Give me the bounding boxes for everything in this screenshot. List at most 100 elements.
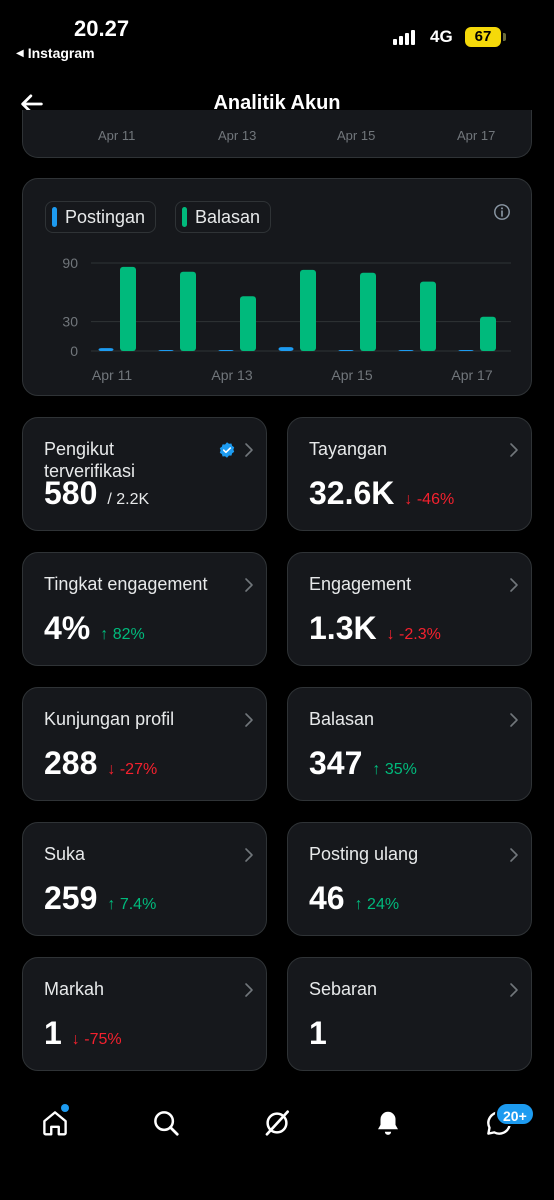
stat-value: 1	[44, 1015, 62, 1051]
chevron-right-icon	[510, 443, 518, 457]
bar-balasan[interactable]	[360, 272, 376, 351]
back-to-app-link[interactable]: ◀ Instagram	[16, 45, 95, 61]
stat-card[interactable]: Tingkat engagement 4% ↑ 82%	[22, 552, 267, 666]
bar-postingan[interactable]	[218, 350, 234, 351]
chevron-right-icon	[245, 443, 253, 457]
chevron-right-icon	[245, 983, 253, 997]
bar-balasan[interactable]	[420, 281, 436, 351]
stat-card[interactable]: Engagement 1.3K ↓ -2.3%	[287, 552, 532, 666]
stat-value-row: 1.3K ↓ -2.3%	[309, 610, 441, 647]
home-unread-dot	[61, 1104, 69, 1112]
messages-badge: 20+	[495, 1102, 535, 1126]
stat-value-row: 1 ↓ -75%	[44, 1015, 122, 1052]
stat-total: / 2.2K	[107, 491, 150, 508]
x-tick-label: Apr 13	[211, 367, 252, 383]
stat-card[interactable]: Markah 1 ↓ -75%	[22, 957, 267, 1071]
bar-postingan[interactable]	[398, 350, 414, 351]
back-app-label: Instagram	[27, 45, 95, 61]
activity-chart-card: 0 30 90 Apr 11 Apr 13 Apr 15 Apr 17 Postingan …	[22, 178, 532, 396]
stat-value: 32.6K	[309, 475, 395, 511]
y-tick-label: 0	[70, 343, 78, 359]
stat-card[interactable]: Balasan 347 ↑ 35%	[287, 687, 532, 801]
stat-value-row: 288 ↓ -27%	[44, 745, 157, 782]
network-type: 4G	[430, 27, 453, 46]
stat-change: ↑ 7.4%	[107, 896, 157, 913]
stat-value-row: 32.6K ↓ -46%	[309, 475, 454, 512]
stat-value-row: 46 ↑ 24%	[309, 880, 399, 917]
stat-change: ↓ -75%	[71, 1031, 122, 1048]
stat-change: ↑ 82%	[100, 626, 145, 643]
back-arrow-icon[interactable]	[18, 90, 46, 118]
stat-value: 288	[44, 745, 98, 781]
app-header: Analitik Akun	[0, 80, 554, 130]
stat-value-row: 259 ↑ 7.4%	[44, 880, 156, 917]
stat-card[interactable]: Tayangan 32.6K ↓ -46%	[287, 417, 532, 531]
y-tick-label: 90	[62, 255, 78, 271]
stat-card[interactable]: Pengikut terverifikasi 580 / 2.2K	[22, 417, 267, 531]
previous-chart-card: Apr 11 Apr 13 Apr 15 Apr 17	[22, 110, 532, 158]
stat-label: Kunjungan profil	[44, 709, 175, 729]
bar-balasan[interactable]	[180, 271, 196, 351]
battery-icon: 67	[465, 27, 501, 47]
bar-postingan[interactable]	[158, 350, 174, 351]
bar-balasan[interactable]	[480, 316, 496, 351]
signal-icon	[393, 29, 415, 45]
stat-value-row: 4% ↑ 82%	[44, 610, 145, 647]
legend-swatch-postingan	[52, 207, 57, 227]
stat-card[interactable]: Posting ulang 46 ↑ 24%	[287, 822, 532, 936]
bar-balasan[interactable]	[240, 296, 256, 351]
stat-value: 1	[309, 1015, 327, 1051]
y-tick-label: 30	[62, 314, 78, 330]
back-triangle-icon: ◀	[16, 47, 24, 59]
stat-value-row: 1	[309, 1015, 327, 1052]
stat-value: 580	[44, 475, 98, 511]
stat-label: Pengikut terverifikasi	[44, 439, 136, 481]
search-icon[interactable]	[151, 1108, 181, 1138]
notifications-icon[interactable]	[373, 1108, 403, 1138]
stat-label: Posting ulang	[309, 844, 419, 864]
status-bar: 20.27 ◀ Instagram 4G 67	[0, 0, 554, 70]
stat-label: Tingkat engagement	[44, 574, 208, 594]
verified-badge-icon	[219, 442, 235, 458]
stat-value: 259	[44, 880, 98, 916]
stat-value-row: 347 ↑ 35%	[309, 745, 417, 782]
x-tick-label: Apr 11	[92, 367, 132, 383]
stat-change: ↓ -46%	[404, 491, 455, 508]
chevron-right-icon	[510, 983, 518, 997]
legend-balasan[interactable]: Balasan	[175, 201, 272, 233]
x-tick-label: Apr 15	[331, 367, 372, 383]
stat-label: Engagement	[309, 574, 412, 594]
legend-postingan[interactable]: Postingan	[45, 201, 157, 233]
stat-label: Tayangan	[309, 439, 388, 459]
stat-card[interactable]: Kunjungan profil 288 ↓ -27%	[22, 687, 267, 801]
x-tick-label: Apr 11	[98, 128, 136, 143]
stat-card[interactable]: Sebaran 1	[287, 957, 532, 1071]
stat-label: Balasan	[309, 709, 375, 729]
stat-card[interactable]: Suka 259 ↑ 7.4%	[22, 822, 267, 936]
chevron-right-icon	[245, 848, 253, 862]
bar-postingan[interactable]	[338, 350, 354, 351]
home-icon[interactable]	[40, 1108, 70, 1138]
bar-postingan[interactable]	[458, 350, 474, 351]
bar-balasan[interactable]	[300, 269, 316, 351]
stat-label: Suka	[44, 844, 86, 864]
legend-swatch-balasan	[182, 207, 187, 227]
legend-label: Postingan	[65, 206, 146, 227]
grok-icon[interactable]	[262, 1108, 292, 1138]
chevron-right-icon	[510, 713, 518, 727]
info-icon[interactable]	[493, 203, 511, 221]
stat-label: Sebaran	[309, 979, 378, 999]
stat-label: Markah	[44, 979, 105, 999]
chevron-right-icon	[510, 578, 518, 592]
stat-change: ↓ -2.3%	[386, 626, 441, 643]
stat-change: ↑ 24%	[354, 896, 400, 913]
bar-balasan[interactable]	[120, 266, 136, 351]
x-tick-label: Apr 17	[457, 128, 496, 143]
chevron-right-icon	[245, 578, 253, 592]
bar-postingan[interactable]	[278, 347, 294, 351]
stat-change: ↑ 35%	[372, 761, 417, 778]
x-tick-label: Apr 15	[337, 128, 376, 143]
bar-postingan[interactable]	[98, 348, 114, 351]
stat-change: ↓ -27%	[107, 761, 158, 778]
status-time: 20.27	[74, 16, 130, 41]
